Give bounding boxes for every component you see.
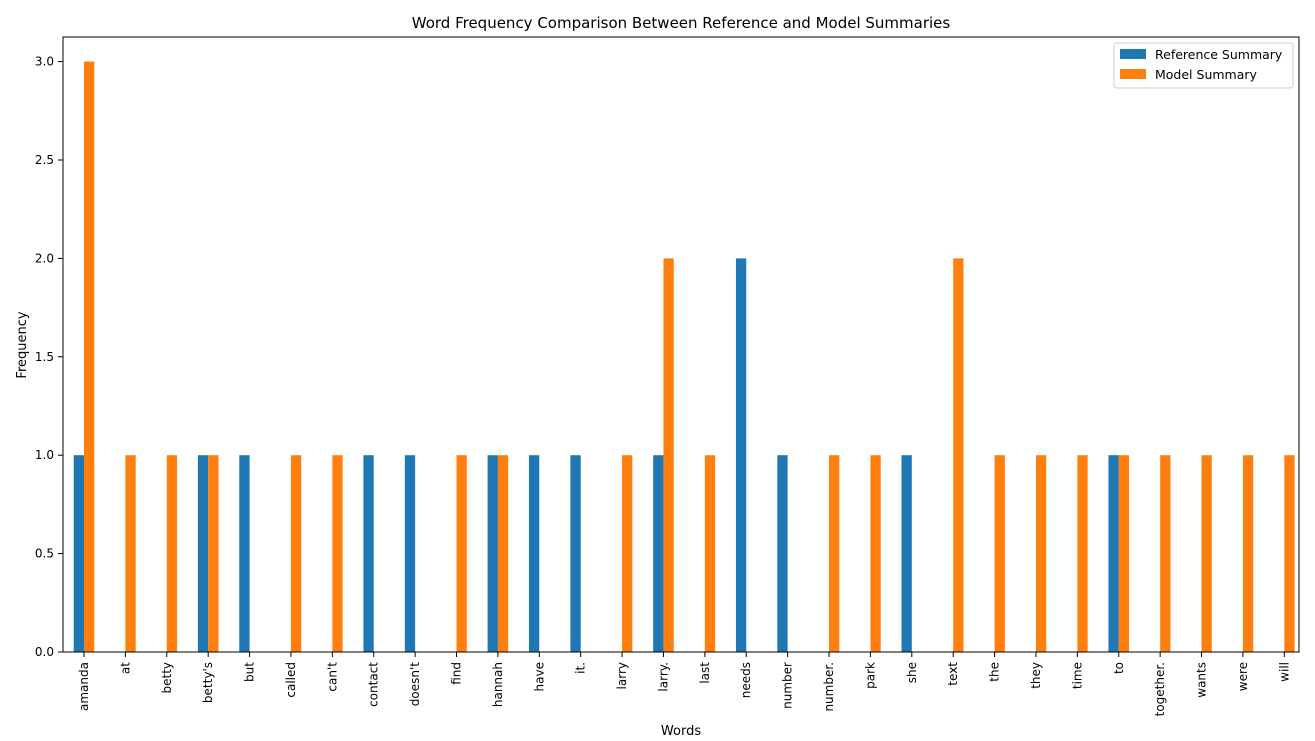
bar-model-23 bbox=[1035, 455, 1047, 652]
x-tick-label: will bbox=[1277, 662, 1291, 682]
x-tick-label: hannah bbox=[491, 662, 505, 707]
bar-model-9 bbox=[456, 455, 467, 652]
bar-model-2 bbox=[166, 455, 178, 652]
x-tick-label: wants bbox=[1195, 662, 1209, 698]
y-tick-label: 0.0 bbox=[35, 645, 54, 659]
plot-frame bbox=[62, 36, 1300, 653]
y-tick-label: 1.5 bbox=[35, 350, 54, 364]
bar-model-10 bbox=[497, 455, 509, 652]
bar-reference-3 bbox=[197, 455, 209, 652]
x-tick-label: it. bbox=[574, 662, 588, 674]
bar-model-28 bbox=[1242, 455, 1254, 652]
bar-model-25 bbox=[1118, 455, 1130, 652]
x-tick-label: park bbox=[863, 662, 877, 689]
bar-model-15 bbox=[704, 455, 716, 652]
bar-model-18 bbox=[829, 455, 840, 652]
bar-reference-25 bbox=[1108, 455, 1119, 652]
x-tick-label: betty's bbox=[201, 662, 215, 703]
bar-reference-4 bbox=[239, 455, 250, 652]
bar-reference-8 bbox=[404, 455, 416, 652]
y-tick-label: 1.0 bbox=[35, 448, 54, 462]
y-tick-label: 2.0 bbox=[35, 251, 54, 265]
x-tick-label: number bbox=[781, 662, 795, 709]
legend-swatch-reference bbox=[1120, 49, 1146, 59]
x-tick-label: needs bbox=[739, 662, 753, 698]
x-axis-ticks: amanda at betty betty's but called can't contac… bbox=[77, 652, 1291, 716]
bar-reference-17 bbox=[777, 455, 788, 652]
bar-model-6 bbox=[332, 455, 343, 652]
x-tick-label: have bbox=[532, 662, 546, 691]
bar-model-24 bbox=[1077, 455, 1088, 652]
x-axis-label: Words bbox=[661, 724, 701, 739]
y-axis-label: Frequency bbox=[15, 311, 30, 378]
y-tick-label: 3.0 bbox=[35, 55, 54, 69]
bar-reference-11 bbox=[528, 455, 540, 652]
x-tick-label: but bbox=[243, 662, 257, 682]
x-tick-label: called bbox=[284, 662, 298, 698]
y-tick-label: 0.5 bbox=[35, 547, 54, 561]
bar-model-5 bbox=[290, 455, 302, 652]
bar-model-21 bbox=[953, 258, 964, 652]
bar-model-29 bbox=[1284, 455, 1295, 652]
bar-model-13 bbox=[622, 455, 633, 652]
x-tick-label: contact bbox=[367, 662, 381, 707]
bar-reference-16 bbox=[735, 258, 747, 652]
bar-reference-0 bbox=[73, 455, 84, 652]
bar-model-19 bbox=[870, 455, 881, 652]
x-tick-label: together. bbox=[1153, 662, 1167, 716]
bar-reference-10 bbox=[487, 455, 498, 652]
x-tick-label: were bbox=[1236, 662, 1250, 691]
x-tick-label: at bbox=[118, 662, 132, 674]
bar-reference-20 bbox=[901, 455, 912, 652]
bar-model-26 bbox=[1160, 455, 1171, 652]
bar-reference-7 bbox=[363, 455, 374, 652]
x-tick-label: text bbox=[946, 662, 960, 686]
legend-label-reference: Reference Summary bbox=[1155, 47, 1283, 62]
bar-model-0 bbox=[84, 61, 95, 653]
bar-model-22 bbox=[994, 455, 1005, 652]
x-tick-label: larry bbox=[615, 662, 629, 689]
x-tick-label: betty bbox=[160, 662, 174, 694]
bars-group bbox=[73, 61, 1295, 653]
bar-model-27 bbox=[1201, 455, 1212, 652]
chart-title: Word Frequency Comparison Between Refere… bbox=[412, 14, 951, 32]
bar-model-14 bbox=[663, 258, 674, 652]
legend-label-model: Model Summary bbox=[1155, 67, 1258, 82]
y-axis-ticks: 0.0 0.5 1.0 1.5 2.0 2.5 3.0 bbox=[35, 55, 63, 659]
x-tick-label: larry. bbox=[656, 662, 670, 692]
x-tick-label: she bbox=[905, 662, 919, 683]
x-tick-label: time bbox=[1070, 662, 1084, 689]
x-tick-label: to bbox=[1112, 662, 1126, 674]
x-tick-label: number. bbox=[822, 662, 836, 712]
bar-reference-14 bbox=[653, 455, 664, 652]
legend: Reference Summary Model Summary bbox=[1113, 42, 1294, 89]
x-tick-label: find bbox=[450, 662, 464, 685]
x-tick-label: doesn't bbox=[408, 662, 422, 706]
y-tick-label: 2.5 bbox=[35, 153, 54, 167]
x-tick-label: can't bbox=[325, 662, 339, 692]
legend-frame bbox=[1113, 42, 1294, 89]
bar-model-3 bbox=[208, 455, 219, 652]
x-tick-label: they bbox=[1029, 662, 1043, 689]
x-tick-label: amanda bbox=[77, 662, 91, 711]
x-tick-label: last bbox=[698, 662, 712, 684]
bar-reference-12 bbox=[570, 455, 581, 652]
bar-model-1 bbox=[125, 455, 136, 652]
x-tick-label: the bbox=[988, 662, 1002, 682]
legend-swatch-model bbox=[1120, 69, 1146, 79]
